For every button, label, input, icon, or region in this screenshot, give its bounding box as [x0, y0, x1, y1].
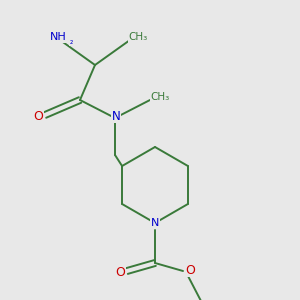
Text: O: O [115, 266, 125, 280]
Text: N: N [112, 110, 120, 122]
Text: CH₃: CH₃ [128, 32, 148, 42]
Text: N: N [151, 218, 159, 228]
Text: ₂: ₂ [69, 37, 73, 46]
Text: NH: NH [50, 32, 66, 42]
Text: O: O [33, 110, 43, 124]
Text: CH₃: CH₃ [150, 92, 170, 102]
Text: O: O [185, 263, 195, 277]
